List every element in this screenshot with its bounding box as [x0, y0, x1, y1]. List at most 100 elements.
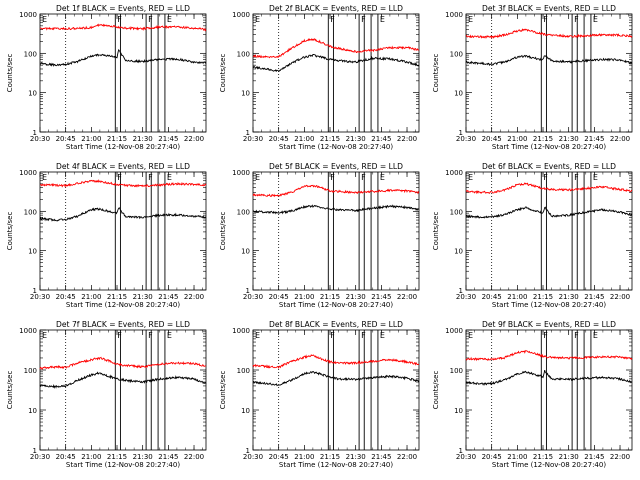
marker-letter: F	[117, 331, 122, 340]
marker-letter: E	[255, 331, 260, 340]
plot-frame	[465, 13, 633, 133]
x-tick-label: 20:45	[269, 453, 289, 461]
plot-frame	[465, 329, 633, 451]
y-tick-label: 100	[237, 208, 250, 216]
marker-letter: F	[361, 331, 366, 340]
x-tick-label: 21:15	[320, 453, 340, 461]
x-tick-label: 21:00	[507, 453, 527, 461]
chart-title: Det 8f BLACK = Events, RED = LLD	[269, 320, 403, 329]
x-tick-label: 20:30	[243, 293, 263, 301]
chart-panel-5: Det 5f BLACK = Events, RED = LLD 1 10 100 10…	[219, 162, 420, 309]
x-tick-label: 21:15	[320, 135, 340, 143]
marker-letter: E	[380, 173, 385, 182]
x-tick-label: 21:00	[81, 293, 101, 301]
x-tick-label: 20:30	[243, 453, 263, 461]
marker-letter: E	[255, 173, 260, 182]
marker-letter: E	[42, 173, 47, 182]
x-tick-label: 21:00	[507, 293, 527, 301]
marker-letter: F	[330, 331, 335, 340]
y-tick-label: 1	[246, 447, 250, 455]
marker-letter: F	[543, 173, 548, 182]
y-tick-label: 10	[28, 407, 37, 415]
y-tick-label: 1	[459, 287, 463, 295]
y-tick-label: 1000	[232, 327, 250, 335]
y-tick-label: 1000	[19, 327, 37, 335]
x-tick-label: 21:30	[346, 453, 366, 461]
series-line-events	[39, 48, 207, 67]
chart-title: Det 3f BLACK = Events, RED = LLD	[482, 4, 616, 13]
x-tick-label: 21:45	[158, 135, 178, 143]
series-line-lld	[39, 23, 207, 32]
marker-letter: E	[42, 15, 47, 24]
y-tick-label: 100	[237, 50, 250, 58]
x-axis-label: Start Time (12-Nov-08 20:27:40)	[492, 301, 606, 309]
series-line-events	[465, 206, 633, 219]
y-tick-label: 1	[246, 129, 250, 137]
y-tick-label: 1000	[19, 169, 37, 177]
x-tick-label: 21:30	[559, 135, 579, 143]
marker-letter: F	[543, 331, 548, 340]
y-tick-label: 1000	[19, 11, 37, 19]
plot-frame	[39, 13, 207, 133]
plot-frame	[252, 13, 420, 133]
y-tick-label: 1	[246, 287, 250, 295]
marker-letter: E	[468, 173, 473, 182]
x-tick-label: 20:30	[456, 453, 476, 461]
y-axis-label: Counts/sec	[219, 54, 227, 93]
marker-letter: F	[330, 15, 335, 24]
chart-title: Det 4f BLACK = Events, RED = LLD	[56, 162, 190, 171]
x-tick-label: 21:45	[584, 135, 604, 143]
x-tick-label: 21:00	[294, 453, 314, 461]
plot-frame	[465, 171, 633, 291]
x-tick-label: 20:45	[56, 135, 76, 143]
y-tick-label: 100	[24, 208, 37, 216]
y-tick-label: 1000	[445, 327, 463, 335]
x-tick-label: 20:30	[30, 453, 50, 461]
y-tick-label: 10	[454, 90, 463, 98]
x-tick-label: 20:45	[482, 135, 502, 143]
marker-letter: F	[117, 15, 122, 24]
chart-title: Det 6f BLACK = Events, RED = LLD	[482, 162, 616, 171]
x-axis-label: Start Time (12-Nov-08 20:27:40)	[492, 461, 606, 469]
y-tick-label: 1	[459, 447, 463, 455]
x-tick-label: 20:45	[56, 453, 76, 461]
x-axis-label: Start Time (12-Nov-08 20:27:40)	[279, 301, 393, 309]
y-tick-label: 1000	[445, 11, 463, 19]
x-tick-label: 21:30	[346, 135, 366, 143]
y-tick-label: 100	[24, 50, 37, 58]
marker-letter: F	[148, 331, 153, 340]
x-tick-label: 22:00	[184, 453, 204, 461]
x-tick-label: 21:15	[107, 453, 127, 461]
series-line-lld	[252, 184, 420, 198]
x-tick-label: 21:45	[158, 293, 178, 301]
y-tick-label: 1000	[232, 11, 250, 19]
chart-title: Det 9f BLACK = Events, RED = LLD	[482, 320, 616, 329]
plot-frame	[252, 329, 420, 451]
marker-letter: F	[574, 15, 579, 24]
y-tick-label: 10	[241, 248, 250, 256]
x-tick-label: 20:30	[30, 135, 50, 143]
y-tick-label: 10	[454, 407, 463, 415]
y-tick-label: 100	[450, 50, 463, 58]
y-tick-label: 100	[450, 367, 463, 375]
x-tick-label: 21:30	[346, 293, 366, 301]
x-axis-label: Start Time (12-Nov-08 20:27:40)	[279, 461, 393, 469]
x-axis-label: Start Time (12-Nov-08 20:27:40)	[66, 461, 180, 469]
x-tick-label: 22:00	[397, 453, 417, 461]
marker-letter: E	[380, 15, 385, 24]
x-tick-label: 21:30	[559, 293, 579, 301]
y-axis-label: Counts/sec	[6, 54, 14, 93]
x-tick-label: 21:45	[371, 453, 391, 461]
x-tick-label: 20:45	[482, 453, 502, 461]
y-axis-label: Counts/sec	[219, 212, 227, 251]
series-line-events	[465, 54, 633, 66]
marker-letter: F	[361, 173, 366, 182]
x-tick-label: 21:00	[81, 135, 101, 143]
marker-letter: F	[148, 173, 153, 182]
x-tick-label: 21:00	[294, 135, 314, 143]
series-line-events	[39, 371, 207, 389]
series-line-events	[465, 369, 633, 386]
x-tick-label: 20:45	[482, 293, 502, 301]
x-tick-label: 21:30	[133, 293, 153, 301]
